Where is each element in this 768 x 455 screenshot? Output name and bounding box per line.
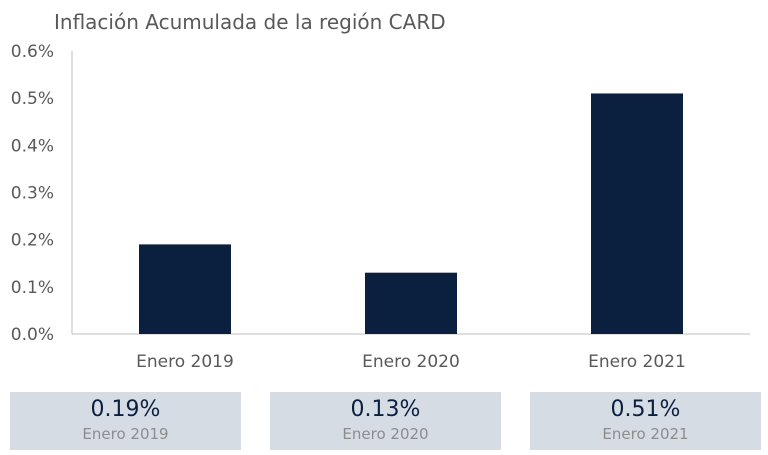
x-tick-label: Enero 2021 <box>588 352 686 372</box>
chart-title: Inflación Acumulada de la región CARD <box>54 10 446 34</box>
card-value: 0.13% <box>350 397 421 422</box>
x-tick-labels: Enero 2019 Enero 2020 Enero 2021 <box>136 352 686 372</box>
y-tick-label: 0.4% <box>11 136 54 156</box>
x-tick-label: Enero 2020 <box>362 352 460 372</box>
summary-card-2019: 0.19% Enero 2019 <box>10 392 241 450</box>
bar <box>365 272 457 334</box>
x-tick-label: Enero 2019 <box>136 352 234 372</box>
card-value: 0.51% <box>610 397 681 422</box>
y-tick-label: 0.6% <box>11 42 54 62</box>
summary-card-2020: 0.13% Enero 2020 <box>270 392 501 450</box>
card-label: Enero 2019 <box>82 425 169 443</box>
y-tick-label: 0.2% <box>11 231 54 251</box>
card-value: 0.19% <box>90 397 161 422</box>
y-tick-label: 0.0% <box>11 325 54 345</box>
bar-chart: 0.0%0.1%0.2%0.3%0.4%0.5%0.6% Enero 2019 E… <box>11 42 750 372</box>
summary-card-2021: 0.51% Enero 2021 <box>530 392 761 450</box>
y-tick-label: 0.3% <box>11 184 54 204</box>
chart-bars <box>139 93 683 334</box>
card-label: Enero 2021 <box>602 425 689 443</box>
card-label: Enero 2020 <box>342 425 429 443</box>
bar <box>139 244 231 334</box>
y-tick-labels: 0.0% 0.1% 0.2% 0.3% 0.4% 0.5% 0.6% <box>11 42 54 345</box>
y-tick-label: 0.1% <box>11 278 54 298</box>
y-tick-label: 0.5% <box>11 89 54 109</box>
bar <box>591 93 683 334</box>
